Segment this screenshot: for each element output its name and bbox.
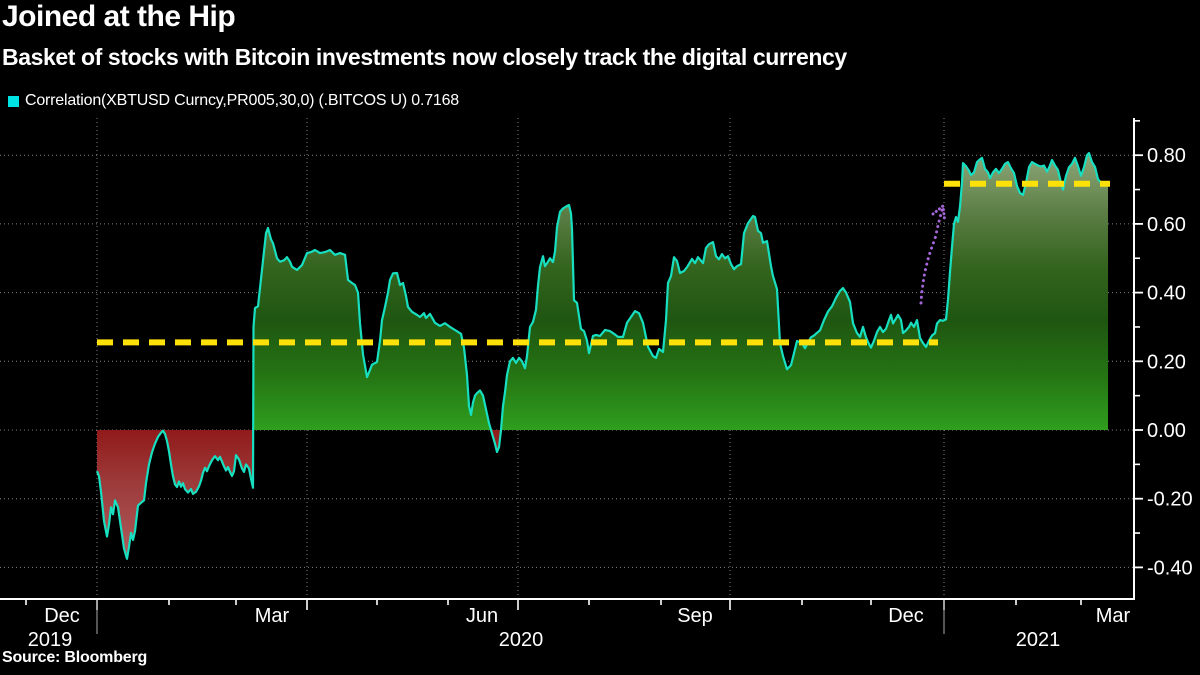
x-month-label: Dec xyxy=(888,605,924,627)
negative-area xyxy=(97,430,1108,559)
correlation-line xyxy=(95,152,1109,560)
y-axis-tick-label: 0.60 xyxy=(1147,214,1186,236)
x-year-label: 2021 xyxy=(1016,629,1061,651)
y-axis-tick-label: -0.40 xyxy=(1147,557,1193,579)
annotation-arrowhead xyxy=(931,203,946,221)
legend-swatch-icon xyxy=(8,95,19,107)
x-month-label: Mar xyxy=(255,605,290,627)
source-credit: Source: Bloomberg xyxy=(2,649,148,666)
x-year-label: 2020 xyxy=(499,629,544,651)
annotation-arrow xyxy=(919,205,945,305)
page-title: Joined at the Hip xyxy=(2,0,236,33)
y-axis-tick-label: 0.00 xyxy=(1147,420,1186,442)
x-month-label: Mar xyxy=(1096,605,1131,627)
y-axis-tick-label: 0.80 xyxy=(1147,145,1186,167)
x-month-label: Sep xyxy=(677,605,713,627)
legend: Correlation(XBTUSD Curncy,PR005,30,0) (.… xyxy=(8,92,459,110)
legend-label: Correlation(XBTUSD Curncy,PR005,30,0) (.… xyxy=(25,92,459,109)
x-month-label: Jun xyxy=(466,605,498,627)
y-axis-tick-label: -0.20 xyxy=(1147,489,1193,511)
y-axis-tick-label: 0.20 xyxy=(1147,351,1186,373)
page-subtitle: Basket of stocks with Bitcoin investment… xyxy=(2,44,847,70)
positive-area xyxy=(97,153,1108,430)
x-year-label: 2019 xyxy=(28,629,73,651)
x-month-label: Dec xyxy=(44,605,80,627)
y-axis-tick-label: 0.40 xyxy=(1147,283,1186,305)
